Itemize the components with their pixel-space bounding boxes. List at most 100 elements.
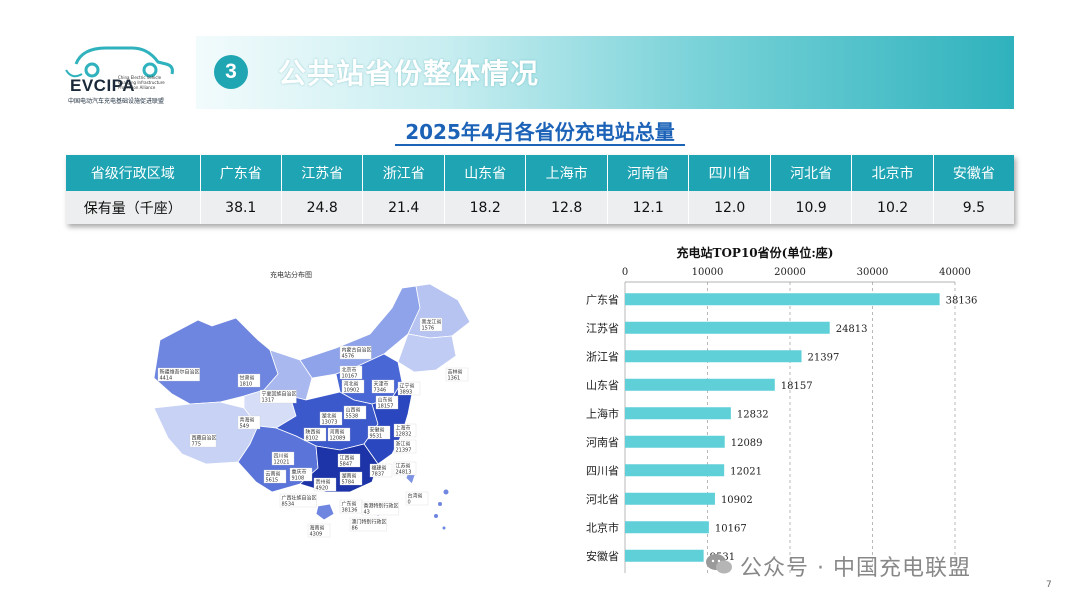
map-region-name: 上海市 (396, 425, 411, 432)
category-label: 北京市 (586, 520, 619, 534)
table-header-cell: 安徽省 (933, 155, 1014, 191)
table-cell: 9.5 (933, 191, 1014, 224)
map-region-name: 澳门特别行政区 (352, 519, 387, 526)
map-region-value: 0 (408, 500, 411, 506)
table-cell: 10.9 (770, 191, 853, 224)
map-region-value: 4414 (160, 376, 173, 382)
top10-bar-chart: 充电站TOP10省份(单位:座) 0 10000 20000 30000 40000 广… (586, 245, 978, 573)
map-label-box (405, 491, 429, 506)
map-region-value: 12021 (274, 460, 290, 466)
table-header-cell: 四川省 (688, 155, 771, 191)
bar-value-label: 12832 (737, 409, 769, 420)
logo-text: EVCIPA (70, 76, 136, 95)
section-number-badge: 3 (214, 55, 248, 89)
map-region-value: 24813 (396, 470, 412, 476)
map-region-value: 10167 (342, 374, 358, 380)
map-region-value: 38136 (342, 508, 358, 514)
map-region-value: 43 (364, 510, 370, 516)
map-region-value: 8534 (282, 502, 295, 508)
map-region-value: 4920 (316, 486, 329, 492)
map-region-value: 775 (192, 442, 202, 448)
map-region-name: 甘肃省 (240, 375, 255, 382)
map-label-box (339, 471, 363, 486)
map-region-name: 广东省 (342, 501, 357, 508)
map-region-value: 8102 (306, 436, 319, 442)
map-region-name: 湖北省 (322, 413, 337, 420)
map-label-box (349, 517, 387, 532)
map-label-box (279, 493, 317, 508)
x-tick-label: 0 (622, 267, 628, 278)
evcipa-logo (65, 46, 174, 78)
bar-value-label: 12089 (731, 438, 763, 449)
table-header-cell: 浙江省 (362, 155, 445, 191)
page-subtitle: 2025年4月各省份充电站总量 (405, 120, 675, 144)
map-label-box (369, 463, 393, 478)
map-hainan-region (315, 503, 335, 521)
bar (625, 378, 775, 391)
bar (625, 549, 704, 562)
map-region-name: 吉林省 (448, 369, 463, 376)
table-header-cell: 江苏省 (281, 155, 364, 191)
map-region-name: 浙江省 (396, 441, 411, 448)
table-header-cell: 广东省 (200, 155, 282, 191)
page-number: 7 (1046, 580, 1052, 590)
map-region-name: 四川省 (274, 453, 289, 460)
map-region-value: 13073 (322, 420, 338, 426)
map-region-value: 86 (352, 526, 358, 532)
map-label-box (271, 451, 295, 466)
map-region-value: 9531 (370, 434, 383, 440)
bar (625, 521, 709, 534)
map-label-box (339, 345, 372, 360)
map-label-box (445, 367, 469, 382)
table-cell: 12.1 (607, 191, 690, 224)
map-region-value: 5615 (266, 478, 279, 484)
bar-value-label: 12021 (730, 466, 762, 477)
subtitle-underline (395, 144, 685, 146)
map-region-name: 广西壮族自治区 (282, 495, 317, 502)
map-region-name: 云南省 (266, 471, 281, 478)
map-label-box (319, 411, 343, 426)
table-cell: 18.2 (444, 191, 527, 224)
map-label-box (397, 381, 421, 396)
x-tick-label: 10000 (692, 267, 724, 278)
category-label: 山东省 (586, 379, 619, 392)
bar-value-label: 38136 (946, 295, 978, 306)
map-region-value: 1361 (448, 376, 461, 382)
map-label-box (393, 423, 417, 438)
map-region-name: 北京市 (342, 367, 357, 374)
bar (625, 464, 725, 477)
map-region-value: 4576 (342, 354, 355, 360)
logo-subtitle: China Electric Vehicle Charging Infrastr… (118, 75, 165, 90)
map-label-box (361, 501, 399, 516)
map-region-name: 陕西省 (306, 429, 321, 436)
map-label-box (259, 389, 297, 404)
map-region-name: 西藏自治区 (192, 435, 217, 442)
map-region-name: 河南省 (330, 429, 345, 436)
table-cell: 10.2 (851, 191, 934, 224)
bar (625, 492, 715, 505)
map-region-value: 7346 (374, 388, 387, 394)
map-region-name: 香港特别行政区 (364, 503, 399, 510)
map-region-value: 21397 (396, 448, 412, 454)
table-header-cell: 北京市 (851, 155, 934, 191)
map-region-value: 549 (240, 424, 250, 430)
bar-value-label: 24813 (836, 324, 868, 335)
map-region-value: 4309 (310, 532, 323, 538)
map-region-value: 9108 (292, 476, 305, 482)
category-label: 浙江省 (586, 350, 619, 363)
map-label-box (263, 469, 287, 484)
map-region-name: 安徽省 (370, 427, 385, 434)
wechat-icon (706, 554, 732, 574)
map-label-box (157, 367, 200, 382)
map-region-value: 5538 (346, 414, 359, 420)
table-cell: 24.8 (281, 191, 364, 224)
map-label-box (303, 427, 327, 442)
map-region-name: 贵州省 (316, 479, 331, 486)
table-header-cell: 上海市 (525, 155, 608, 191)
map-region-value: 18157 (378, 404, 394, 410)
table-cell: 12.0 (688, 191, 771, 224)
map-region-name: 青海省 (240, 417, 255, 424)
table-header-cell: 山东省 (444, 155, 527, 191)
category-label: 河南省 (586, 436, 619, 449)
map-region-name: 海南省 (310, 525, 325, 532)
